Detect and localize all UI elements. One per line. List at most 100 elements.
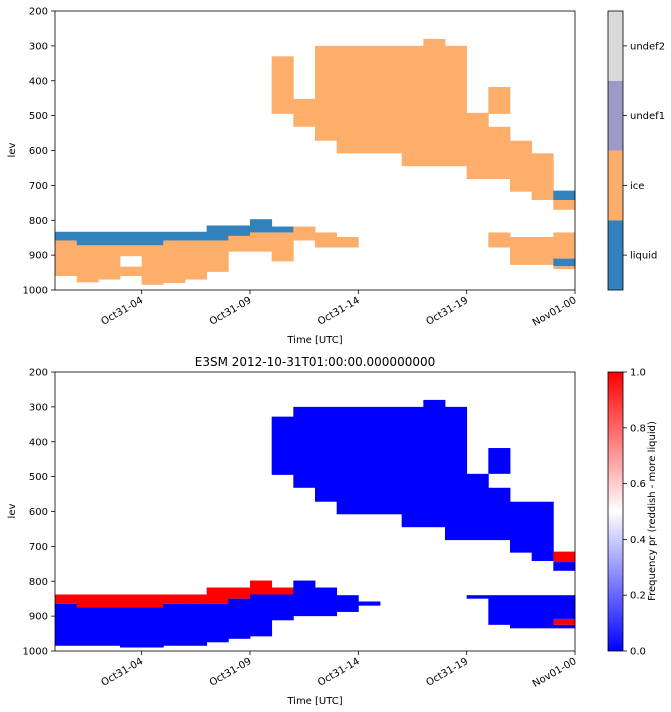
heatmap-cell	[553, 200, 576, 210]
heatmap-cell	[315, 232, 338, 248]
heatmap-cell	[76, 231, 99, 246]
colorbar-segment	[608, 80, 623, 151]
heatmap-cell	[250, 232, 273, 252]
heatmap-cell	[401, 406, 424, 528]
heatmap-cell	[423, 38, 446, 167]
heatmap-cell	[358, 45, 381, 154]
top-x-axis-label: Time [UTC]	[286, 335, 342, 346]
heatmap-cell	[55, 240, 78, 277]
heatmap-cell	[228, 225, 251, 236]
heatmap-cell	[120, 266, 143, 277]
heatmap-cell	[466, 595, 489, 599]
y-tick-label: 900	[29, 251, 48, 262]
heatmap-cell	[55, 603, 78, 646]
heatmap-cell	[445, 406, 468, 541]
bottom-colorbar-label: Frequency pr (reddish - more liquid)	[647, 421, 658, 601]
heatmap-cell	[293, 226, 316, 241]
top-colorbar: liquid ice undef1 undef2	[607, 10, 665, 291]
bottom-y-ticks: 200 300 400 500 600 700 800 900 1000	[23, 368, 55, 658]
heatmap-cell	[76, 607, 99, 646]
heatmap-cell	[141, 231, 164, 246]
y-tick-label: 700	[29, 542, 48, 553]
heatmap-cell	[98, 607, 121, 646]
heatmap-cell	[163, 594, 186, 604]
x-tick-label: Oct31-19	[425, 295, 471, 328]
heatmap-cell	[228, 598, 251, 639]
y-tick-label: 200	[29, 368, 48, 379]
heatmap-cell	[228, 587, 251, 599]
x-tick-label: Oct31-09	[208, 656, 254, 689]
colorbar-tick-label: 0.6	[630, 479, 646, 490]
y-tick-label: 900	[29, 612, 48, 623]
heatmap-cell	[76, 594, 99, 608]
heatmap-cell	[55, 594, 78, 604]
bottom-heatmap-cells	[55, 399, 576, 648]
heatmap-cell	[488, 87, 511, 114]
y-tick-label: 1000	[23, 286, 48, 297]
colorbar-tick-label: liquid	[630, 251, 657, 262]
heatmap-cell	[531, 153, 554, 201]
colorbar-tick-label: undef2	[630, 41, 665, 52]
heatmap-cell	[271, 594, 294, 621]
y-tick-label: 300	[29, 402, 48, 413]
heatmap-cell	[466, 473, 489, 541]
heatmap-cell	[423, 399, 446, 528]
heatmap-cell	[293, 580, 316, 617]
x-tick-label: Oct31-04	[100, 295, 146, 328]
heatmap-cell	[271, 587, 294, 595]
heatmap-cell	[553, 258, 576, 267]
bottom-colorbar: 0.0 0.2 0.4 0.6 0.8 1.0	[607, 368, 646, 658]
heatmap-cell	[315, 406, 338, 502]
heatmap-cell	[380, 45, 403, 154]
y-tick-label: 700	[29, 181, 48, 192]
x-tick-label: Oct31-19	[425, 656, 471, 689]
heatmap-cell	[250, 594, 273, 637]
heatmap-cell	[445, 45, 468, 167]
bottom-panel: E3SM 2012-10-31T01:00:00.000000000 200 30…	[7, 355, 658, 707]
heatmap-cell	[488, 595, 511, 625]
heatmap-cell	[141, 245, 164, 285]
heatmap-cell	[185, 240, 208, 280]
heatmap-cell	[271, 232, 294, 262]
y-tick-label: 600	[29, 146, 48, 157]
x-tick-label: Oct31-14	[316, 656, 362, 689]
x-tick-label: Nov01-00	[531, 656, 579, 690]
heatmap-cell	[488, 448, 511, 474]
colorbar-tick-label: 1.0	[630, 368, 646, 379]
top-y-ticks: 200 300 400 500 600 700 800 900 1000	[23, 7, 55, 297]
top-y-axis-label: lev	[7, 142, 18, 157]
heatmap-cell	[553, 562, 576, 571]
heatmap-cell	[553, 232, 576, 259]
heatmap-cell	[293, 98, 316, 127]
heatmap-cell	[553, 624, 576, 629]
y-tick-label: 200	[29, 7, 48, 18]
colorbar-tick-label: 0.8	[630, 423, 646, 434]
heatmap-cell	[206, 587, 229, 604]
heatmap-cell	[76, 245, 99, 283]
heatmap-cell	[206, 225, 229, 241]
heatmap-cell	[553, 551, 576, 563]
heatmap-cell	[510, 595, 533, 629]
top-x-ticks: Oct31-04 Oct31-09 Oct31-14 Oct31-19 Nov01-00	[100, 290, 579, 329]
heatmap-cell	[531, 501, 554, 562]
heatmap-cell	[185, 231, 208, 241]
heatmap-cell	[185, 594, 208, 604]
heatmap-cell	[488, 232, 511, 248]
y-tick-label: 400	[29, 76, 48, 87]
heatmap-cell	[510, 236, 533, 265]
heatmap-cell	[98, 594, 121, 608]
y-tick-label: 800	[29, 216, 48, 227]
heatmap-cell	[55, 231, 78, 241]
heatmap-cell	[380, 406, 403, 515]
top-heatmap-cells	[55, 38, 576, 285]
heatmap-cell	[271, 416, 294, 475]
x-tick-label: Oct31-04	[100, 656, 146, 689]
colorbar-tick-label: 0.0	[630, 647, 646, 658]
heatmap-cell	[120, 245, 143, 257]
heatmap-cell	[293, 406, 316, 488]
y-tick-label: 500	[29, 472, 48, 483]
heatmap-cell	[553, 595, 576, 619]
heatmap-cell	[488, 126, 511, 180]
y-tick-label: 300	[29, 41, 48, 52]
